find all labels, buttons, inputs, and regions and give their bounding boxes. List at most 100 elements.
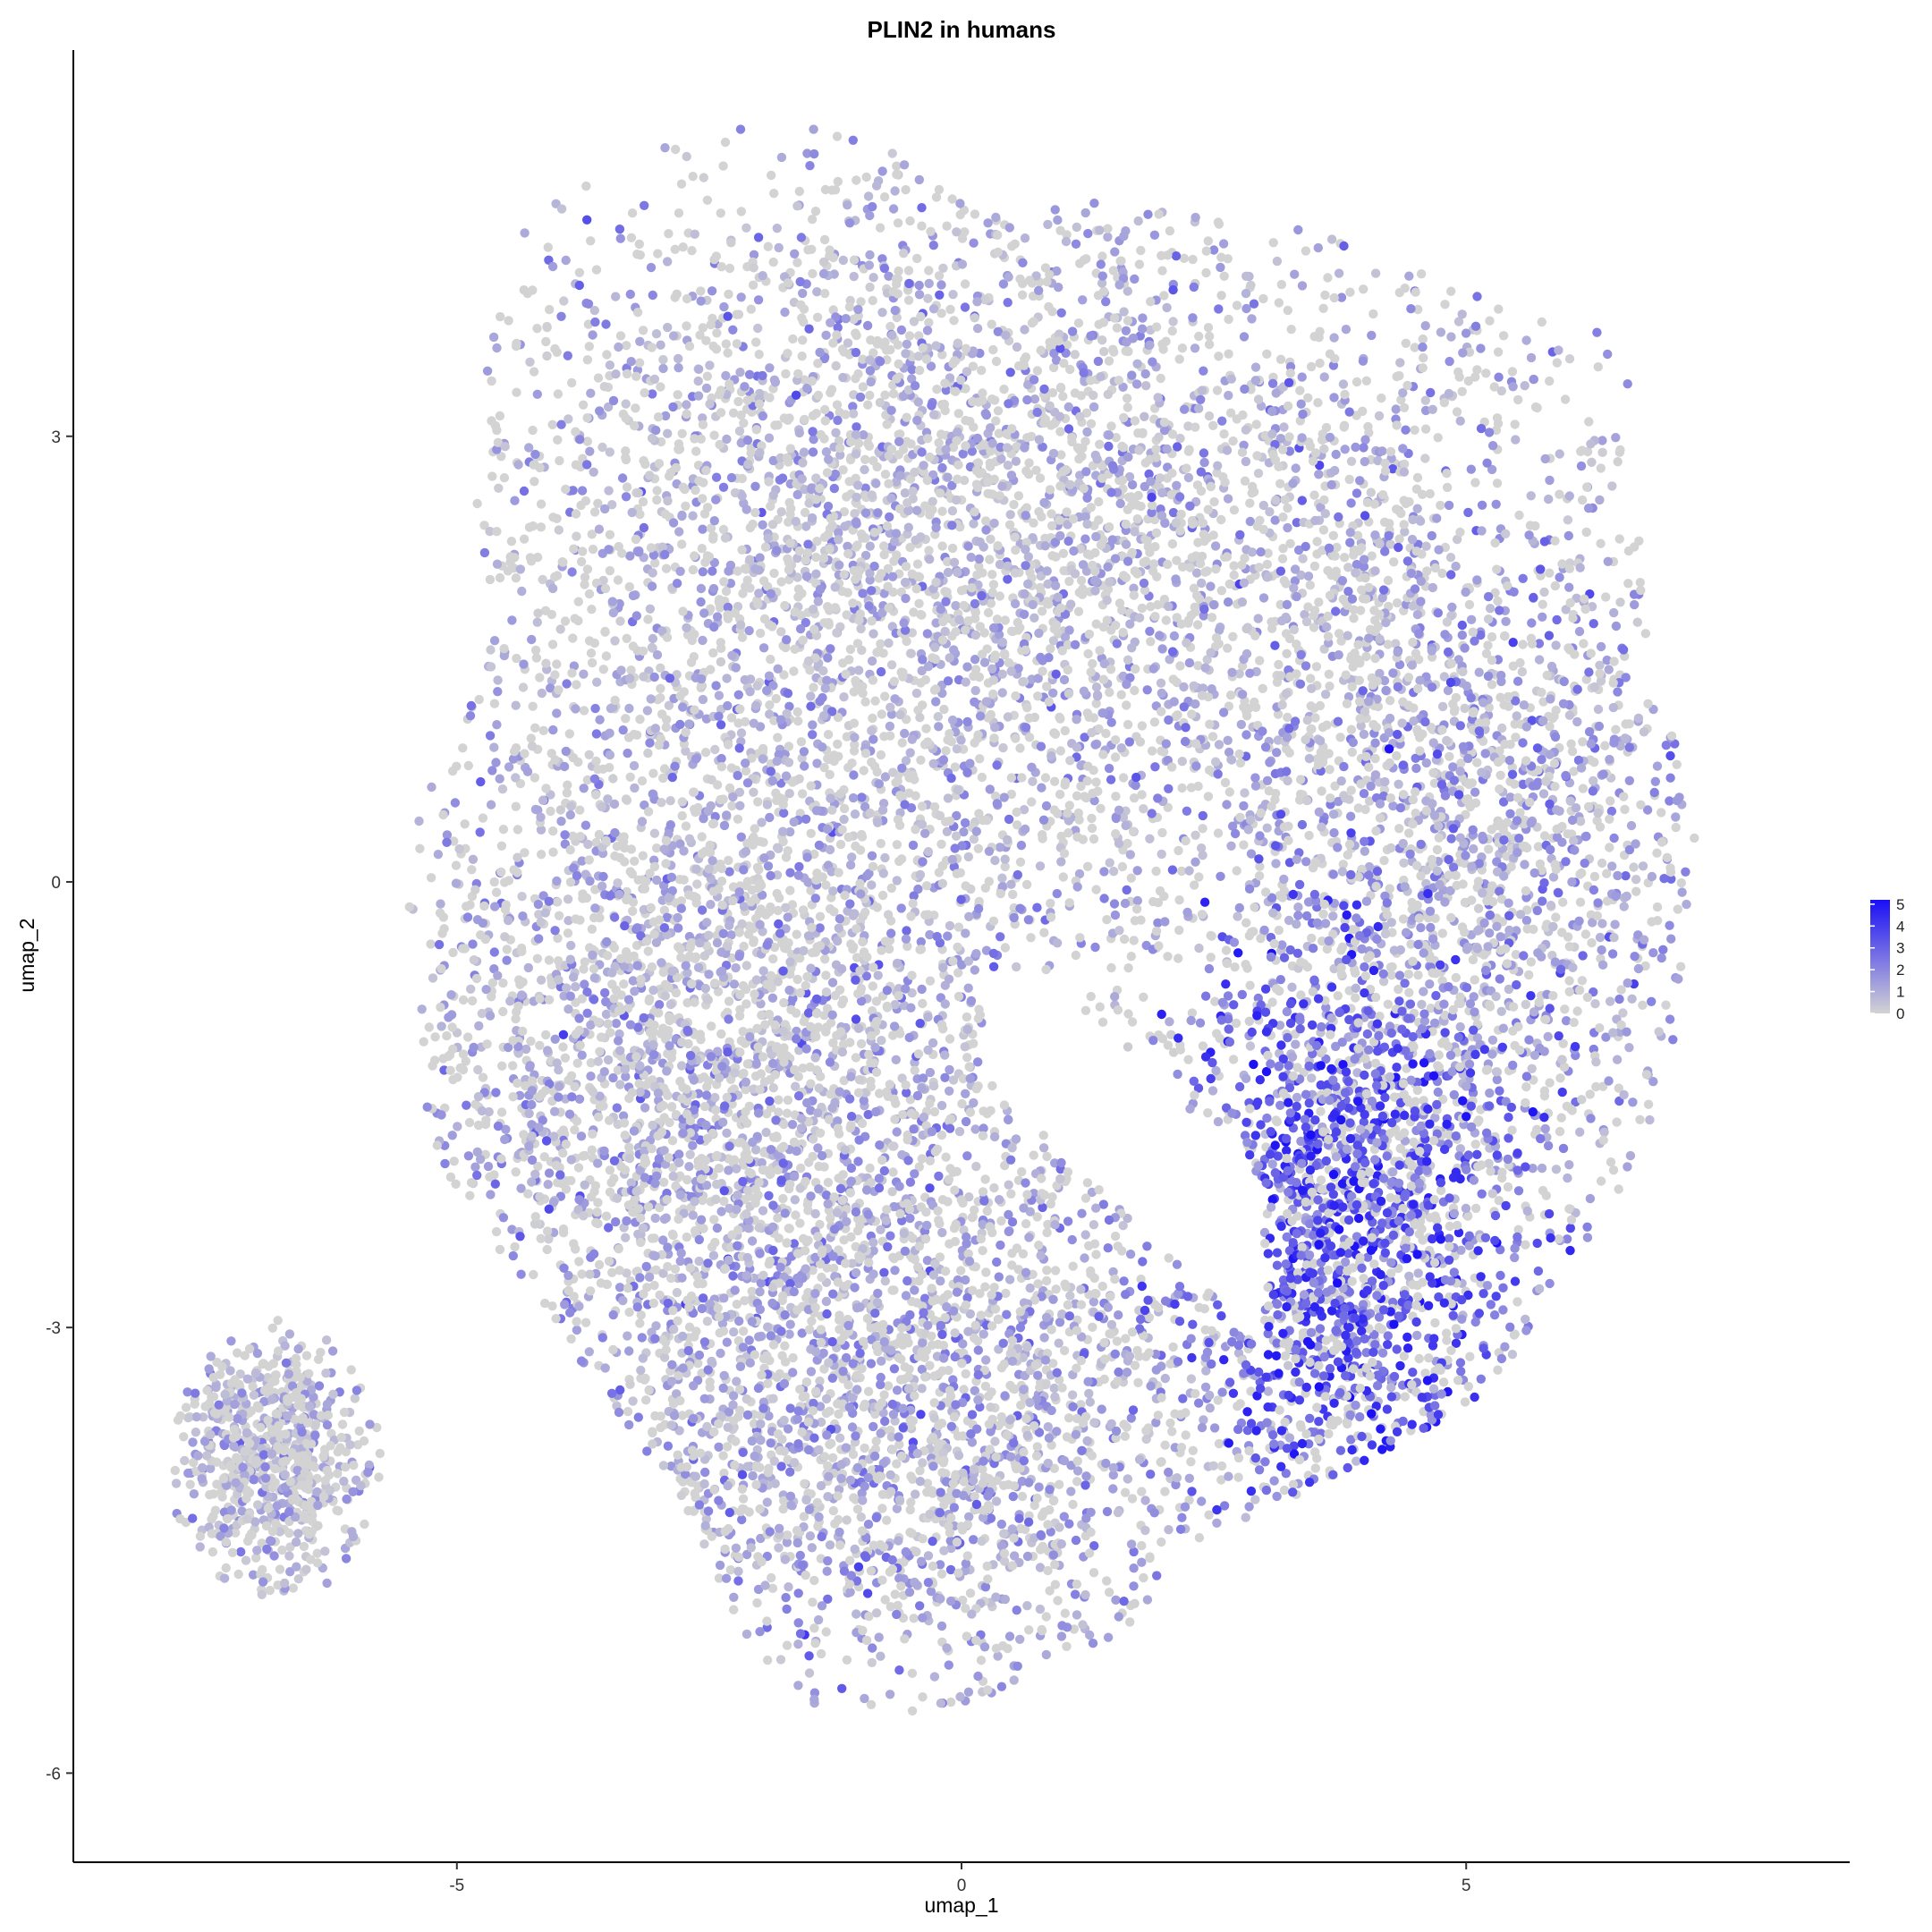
cell-point — [681, 727, 691, 737]
cell-point — [693, 391, 704, 401]
cell-point — [1095, 225, 1105, 235]
cell-point — [796, 300, 806, 309]
cell-point — [1247, 314, 1257, 324]
cell-point — [1347, 594, 1358, 604]
cell-point — [1103, 389, 1114, 400]
cell-point — [875, 397, 886, 408]
cell-point — [736, 832, 746, 842]
cell-point — [1328, 911, 1338, 921]
cell-point — [1009, 499, 1019, 510]
cell-point — [1453, 317, 1464, 326]
cell-point — [1198, 518, 1208, 529]
cell-point — [1208, 420, 1218, 430]
cell-point — [1111, 792, 1121, 801]
cell-point — [560, 616, 571, 626]
cell-point — [889, 676, 899, 686]
cell-point — [1334, 268, 1344, 278]
cell-point — [925, 555, 935, 564]
cell-point — [1524, 970, 1534, 980]
cell-point — [1102, 914, 1112, 925]
cell-point — [1086, 419, 1097, 428]
cell-point — [773, 664, 783, 674]
cell-point — [849, 565, 859, 576]
cell-point — [867, 586, 877, 596]
cell-point — [1154, 432, 1164, 442]
cell-point — [1169, 697, 1179, 707]
cell-point — [1434, 833, 1445, 843]
cell-point — [809, 682, 818, 692]
cell-point — [1207, 613, 1217, 623]
cell-point — [890, 694, 900, 704]
cell-point — [555, 624, 565, 634]
cell-point — [1055, 746, 1066, 756]
cell-point — [1096, 372, 1106, 382]
cell-point — [907, 734, 917, 744]
cell-point — [681, 746, 691, 756]
cell-point — [1137, 603, 1148, 614]
cell-point — [867, 490, 877, 500]
cell-point — [1419, 352, 1428, 363]
cell-point — [970, 685, 980, 696]
cell-point — [1339, 761, 1349, 772]
cell-point — [1575, 563, 1585, 572]
cell-point — [800, 375, 809, 385]
cell-point — [1597, 436, 1607, 445]
cell-point — [1110, 735, 1121, 745]
cell-point — [1175, 661, 1185, 671]
cell-point — [914, 365, 925, 376]
cell-point — [1361, 896, 1372, 906]
cell-point — [882, 521, 893, 531]
cell-point — [529, 367, 539, 377]
cell-point — [797, 474, 807, 484]
cell-point — [1242, 623, 1253, 632]
cell-point — [825, 544, 835, 554]
cell-point — [1226, 841, 1236, 851]
cell-point — [1095, 646, 1105, 656]
cell-point — [1587, 457, 1597, 467]
cell-point — [1223, 735, 1233, 745]
cell-point — [962, 716, 972, 727]
cell-point — [1250, 773, 1260, 783]
cell-point — [1275, 354, 1286, 364]
cell-point — [928, 496, 937, 506]
cell-point — [983, 488, 993, 498]
cell-point — [1099, 346, 1109, 357]
cell-point — [884, 603, 894, 613]
cell-point — [656, 683, 665, 693]
cell-point — [1084, 629, 1095, 640]
cell-point — [884, 638, 894, 648]
cell-point — [1178, 562, 1188, 572]
cell-point — [775, 715, 786, 724]
cell-point — [1130, 274, 1140, 284]
cell-point — [1117, 861, 1128, 872]
cell-point — [1130, 685, 1140, 696]
cell-point — [858, 589, 868, 598]
cell-point — [593, 373, 604, 383]
cell-point — [768, 257, 778, 267]
cell-point — [922, 475, 933, 486]
cell-point — [1056, 308, 1066, 318]
cell-point — [1267, 801, 1276, 811]
cell-point — [912, 559, 923, 569]
cell-point — [888, 767, 898, 777]
cell-point — [1241, 456, 1251, 467]
cell-point — [1106, 625, 1116, 635]
cell-point — [503, 566, 513, 576]
cell-point — [1168, 507, 1179, 518]
cell-point — [856, 1038, 867, 1049]
cell-point — [997, 637, 1008, 648]
cell-point — [1104, 763, 1114, 774]
cell-point — [852, 422, 861, 432]
cell-point — [1200, 663, 1210, 673]
cell-point — [1143, 209, 1153, 219]
cell-point — [988, 344, 998, 355]
cell-point — [807, 513, 818, 523]
cell-point — [1145, 340, 1155, 350]
cell-point — [874, 779, 884, 789]
cell-point — [997, 873, 1007, 883]
cell-point — [869, 455, 878, 466]
cell-point — [1206, 481, 1216, 492]
cell-point — [714, 691, 724, 700]
cell-point — [1171, 574, 1181, 584]
cell-point — [1485, 928, 1495, 938]
